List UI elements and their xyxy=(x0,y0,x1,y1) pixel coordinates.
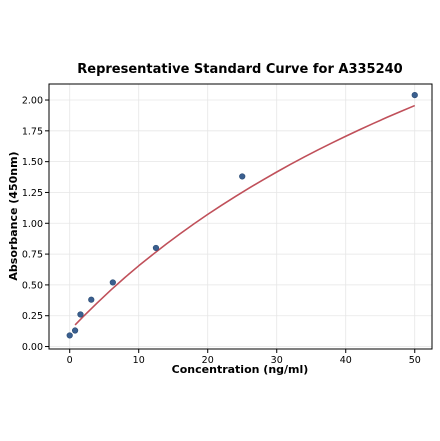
fit-curve-layer xyxy=(74,104,416,326)
data-point xyxy=(109,279,116,286)
x-tick-label: 40 xyxy=(340,355,352,366)
y-tick-label: 1.75 xyxy=(22,126,43,137)
y-axis-label: Absorbance (450nm) xyxy=(7,151,20,280)
y-tick-label: 1.50 xyxy=(22,157,43,168)
data-point xyxy=(411,91,418,99)
data-point xyxy=(88,296,95,303)
data-point xyxy=(77,311,84,318)
y-tick-label: 0.25 xyxy=(22,311,43,322)
fit-curve-line xyxy=(74,104,416,326)
data-point xyxy=(239,173,246,180)
x-tick-label: 0 xyxy=(67,355,73,366)
y-tick-label: 2.00 xyxy=(22,96,43,107)
y-tick-label: 0.75 xyxy=(22,250,43,261)
data-point xyxy=(152,244,160,252)
x-tick-label: 20 xyxy=(202,355,214,366)
x-tick-label: 10 xyxy=(133,355,145,366)
y-tick-label: 0.00 xyxy=(22,342,43,353)
x-tick-label: 30 xyxy=(271,355,283,366)
data-points-layer xyxy=(66,91,418,339)
x-axis-ticks: 0 10 20 30 40 50 xyxy=(67,349,421,366)
chart-title: Representative Standard Curve for A33524… xyxy=(77,62,402,77)
x-tick-label: 50 xyxy=(409,355,421,366)
x-axis-label: Concentration (ng/ml) xyxy=(172,363,309,376)
plot-area-frame xyxy=(48,83,433,350)
y-tick-label: 0.50 xyxy=(22,280,43,291)
data-point xyxy=(71,327,79,334)
data-point xyxy=(66,332,73,339)
y-tick-label: 1.25 xyxy=(22,188,43,199)
y-tick-label: 1.00 xyxy=(22,219,43,230)
y-axis-ticks: 0.00 0.25 0.50 0.75 1.00 1.25 1.50 1.75 2.00 xyxy=(22,96,49,353)
